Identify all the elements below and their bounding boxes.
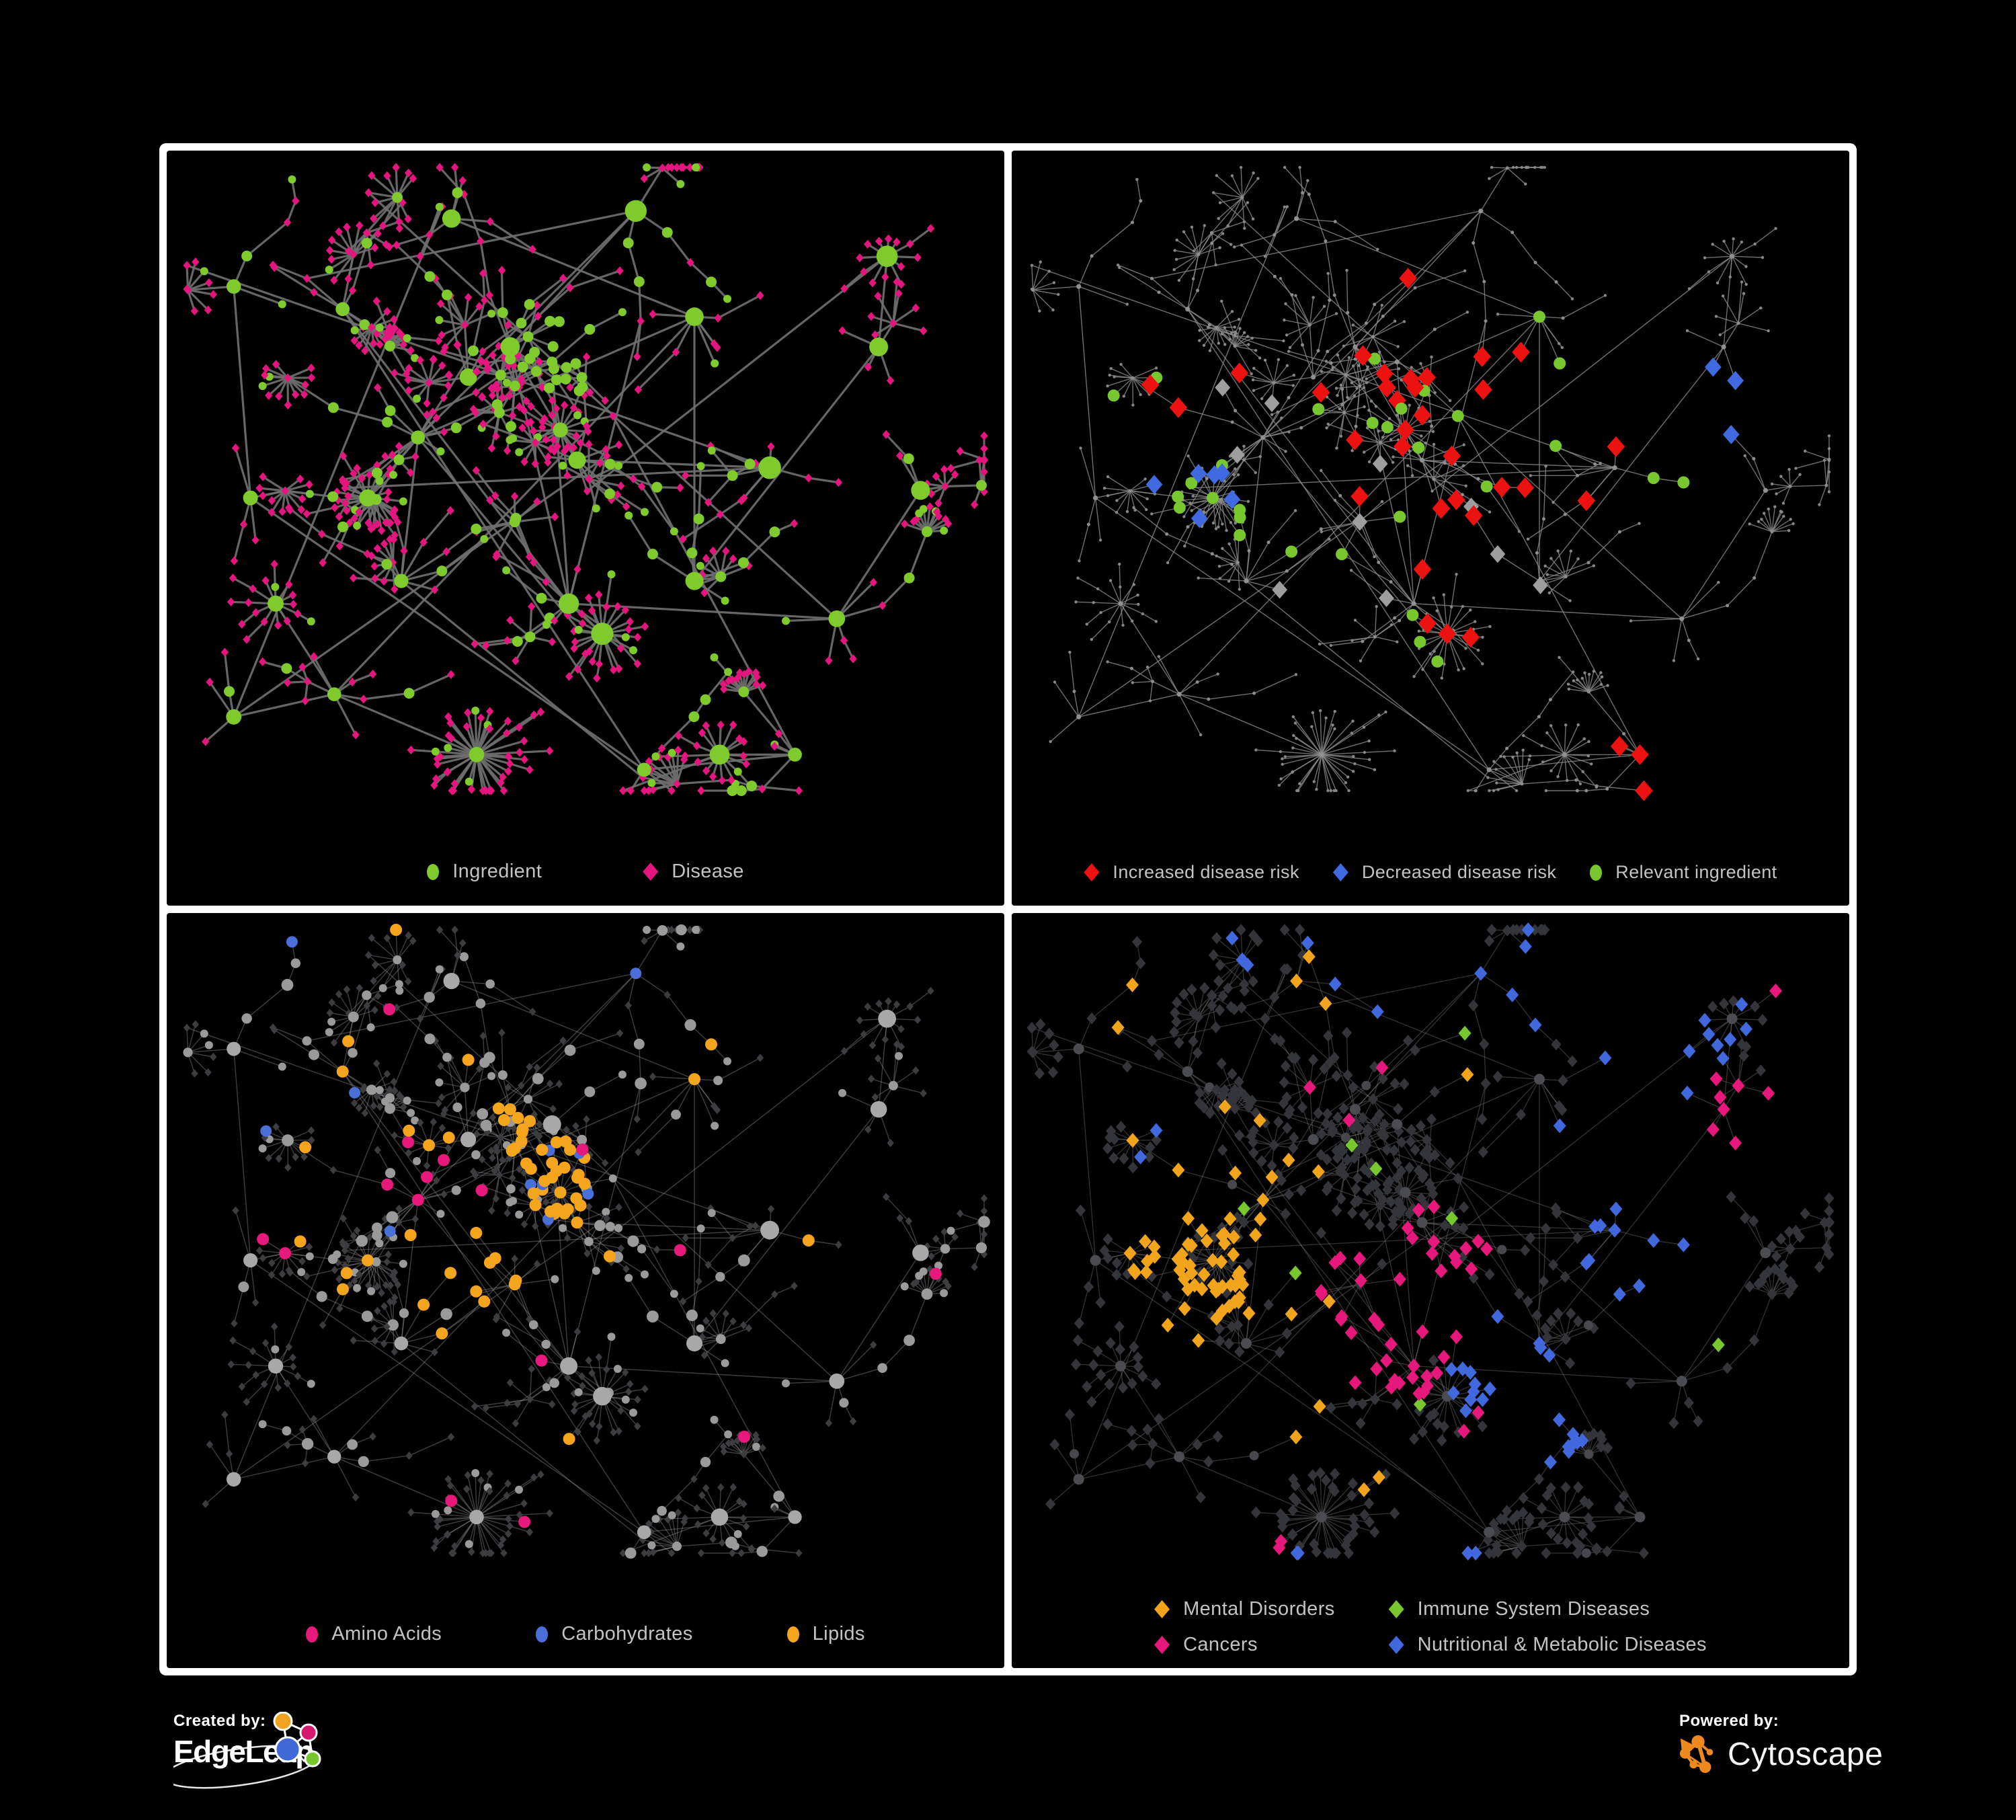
powered-by-block: Powered by: Cytoscape — [1679, 1712, 1921, 1775]
network-graph-ingredient-disease — [183, 163, 988, 796]
legend-label: Disease — [672, 861, 744, 882]
powered-by-row: Cytoscape — [1679, 1733, 1921, 1775]
legend-nutrient-classes: Amino Acids Carbohydrates Lipids — [167, 1623, 1004, 1645]
cancers-marker-icon — [1154, 1636, 1170, 1654]
legend-label: Lipids — [812, 1623, 865, 1645]
legend-item-increased-risk: Increased disease risk — [1084, 862, 1299, 883]
legend-item-disease: Disease — [643, 861, 744, 883]
panel-disease-classes: Mental Disorders Cancers Immune System D… — [1012, 913, 1849, 1668]
cytoscape-wordmark: Cytoscape — [1728, 1736, 1884, 1772]
edgeleap-wordmark: EdgeLeap — [173, 1734, 314, 1769]
legend-item-cancers: Cancers — [1154, 1634, 1258, 1656]
panel-nutrient-classes: Amino Acids Carbohydrates Lipids — [167, 913, 1004, 1668]
relevant-ingredient-marker-icon — [1590, 864, 1603, 881]
created-by-label: Created by: — [173, 1712, 266, 1730]
legend-item-amino-acids: Amino Acids — [306, 1623, 442, 1645]
legend-item-carbohydrates: Carbohydrates — [536, 1623, 692, 1645]
legend-label: Nutritional & Metabolic Diseases — [1417, 1634, 1707, 1655]
network-graph-nutrient-classes — [183, 924, 990, 1559]
legend-label: Decreased disease risk — [1361, 862, 1557, 882]
panel-disease-risk: Increased disease risk Decreased disease… — [1012, 151, 1849, 906]
legend-disease-risk: Increased disease risk Decreased disease… — [1012, 862, 1849, 883]
lipids-marker-icon — [787, 1626, 799, 1643]
network-graph-disease-classes — [1026, 922, 1834, 1560]
legend-label: Mental Disorders — [1183, 1598, 1335, 1620]
decreased-risk-marker-icon — [1332, 863, 1348, 881]
mental-disorders-marker-icon — [1154, 1600, 1170, 1618]
ingredient-marker-icon — [427, 863, 440, 880]
cytoscape-logo-icon — [1679, 1735, 1713, 1774]
figure-grid: Ingredient Disease Increased disease ris… — [159, 143, 1857, 1675]
legend-label: Cancers — [1183, 1634, 1258, 1655]
immune-system-diseases-marker-icon — [1388, 1600, 1404, 1618]
legend-disease-classes: Mental Disorders Cancers Immune System D… — [1012, 1598, 1849, 1656]
increased-risk-marker-icon — [1084, 863, 1100, 881]
legend-label: Relevant ingredient — [1615, 862, 1777, 882]
legend-item-relevant-ingredient: Relevant ingredient — [1590, 862, 1777, 883]
carbohydrates-marker-icon — [536, 1626, 549, 1643]
created-by-block: Created by: EdgeLeap — [173, 1712, 409, 1817]
legend-item-nutritional-metabolic-diseases: Nutritional & Metabolic Diseases — [1388, 1634, 1707, 1656]
legend-label: Increased disease risk — [1113, 862, 1299, 882]
legend-item-mental-disorders: Mental Disorders — [1154, 1598, 1335, 1620]
legend-label: Ingredient — [452, 861, 542, 882]
legend-label: Amino Acids — [331, 1623, 442, 1645]
legend-item-immune-system-diseases: Immune System Diseases — [1388, 1598, 1650, 1620]
legend-label: Immune System Diseases — [1417, 1598, 1650, 1620]
nutritional-metabolic-marker-icon — [1388, 1636, 1404, 1654]
panel-ingredient-disease: Ingredient Disease — [167, 151, 1004, 906]
powered-by-label: Powered by: — [1679, 1712, 1779, 1730]
legend-label: Carbohydrates — [561, 1623, 693, 1645]
legend-ingredient-disease: Ingredient Disease — [167, 861, 1004, 883]
legend-item-lipids: Lipids — [787, 1623, 865, 1645]
disease-marker-icon — [643, 863, 659, 881]
legend-item-ingredient: Ingredient — [427, 861, 542, 883]
amino-acids-marker-icon — [306, 1626, 319, 1643]
legend-item-decreased-risk: Decreased disease risk — [1332, 862, 1557, 883]
network-graph-disease-risk — [1030, 165, 1831, 801]
